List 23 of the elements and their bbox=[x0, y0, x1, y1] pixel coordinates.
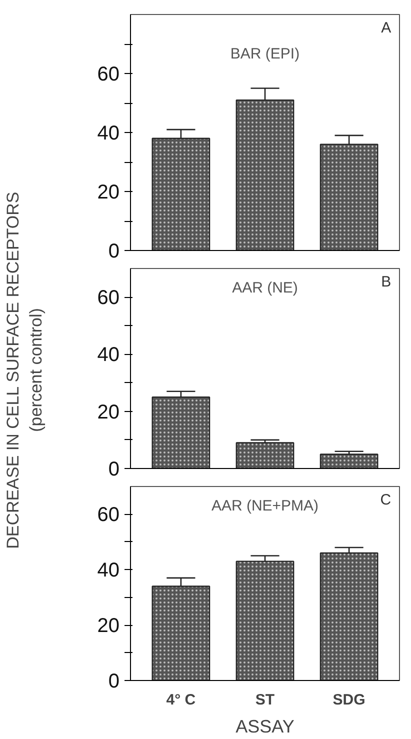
x-tick-label: 4° C bbox=[166, 692, 196, 708]
text: BAR (EPI) bbox=[230, 46, 300, 62]
text: AAR (NE) bbox=[232, 280, 298, 296]
y-tick-label: 40 bbox=[97, 344, 120, 366]
x-tick-label: SDG bbox=[332, 692, 366, 708]
y-tick-label: 60 bbox=[97, 504, 120, 526]
y-tick-label: 0 bbox=[108, 458, 120, 480]
y-tick-label: 40 bbox=[97, 122, 120, 144]
x-axis-title: ASSAY bbox=[236, 716, 294, 736]
annotation: B bbox=[381, 274, 392, 290]
y-tick-label: 40 bbox=[97, 560, 120, 582]
y-tick-label: 20 bbox=[97, 182, 120, 204]
y-tick-label: 20 bbox=[97, 401, 120, 424]
annotation: A bbox=[381, 20, 392, 36]
x-tick-label: ST bbox=[255, 692, 275, 708]
y-tick-label: 20 bbox=[97, 615, 120, 638]
y-axis-title: DECREASE IN CELL SURFACE RECEPTORS (percent control) bbox=[4, 192, 46, 549]
annotation: C bbox=[380, 492, 392, 508]
y-tick-label: 0 bbox=[108, 240, 120, 262]
y-tick-label: 0 bbox=[108, 670, 120, 692]
y-tick-label: 60 bbox=[97, 287, 120, 310]
text: AAR (NE+PMA) bbox=[211, 498, 319, 514]
y-tick-label: 60 bbox=[97, 64, 120, 86]
